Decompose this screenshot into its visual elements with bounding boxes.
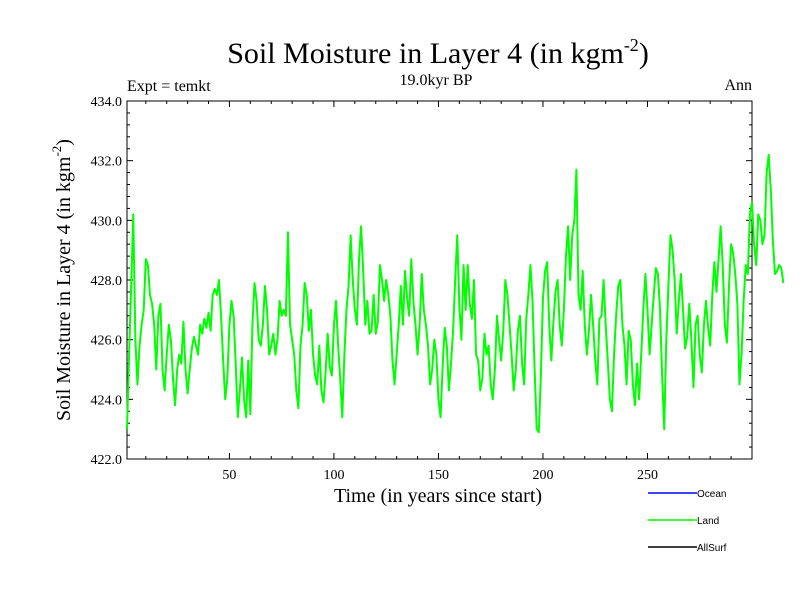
x-tick-label: 200 [532, 468, 553, 483]
y-tick-label: 434.0 [91, 95, 123, 110]
y-tick-label: 422.0 [91, 453, 123, 468]
y-tick-label: 424.0 [91, 393, 123, 408]
chart-title: Soil Moisture in Layer 4 (in kgm-2) [227, 35, 649, 70]
y-axis: 422.0 424.0 426.0 428.0 430.0 432.0 434.0 [91, 95, 752, 468]
x-tick-label: 100 [323, 468, 344, 483]
series-layer [126, 153, 785, 434]
y-tick-label: 430.0 [91, 214, 123, 229]
y-tick-label: 426.0 [91, 334, 123, 349]
legend: Ocean Land AllSurf [648, 489, 727, 554]
y-tick-label: 428.0 [91, 274, 123, 289]
legend-label-land: Land [697, 516, 719, 527]
x-axis-label: Time (in years since start) [334, 485, 542, 507]
y-tick-label: 432.0 [91, 155, 123, 170]
x-tick-label: 250 [637, 468, 658, 483]
x-tick-label: 150 [428, 468, 449, 483]
series-line-land [126, 153, 785, 434]
subtitle-left: Expt = temkt [127, 78, 211, 95]
x-axis: 50 100 150 200 250 [145, 101, 732, 483]
y-axis-label: Soil Moisture in Layer 4 (in kgm-2) [49, 139, 75, 421]
x-tick-label: 50 [222, 468, 236, 483]
subtitle-right: Ann [724, 77, 752, 94]
legend-label-allsurf: AllSurf [697, 543, 727, 554]
legend-label-ocean: Ocean [697, 489, 726, 500]
subtitle-center: 19.0kyr BP [400, 72, 473, 89]
